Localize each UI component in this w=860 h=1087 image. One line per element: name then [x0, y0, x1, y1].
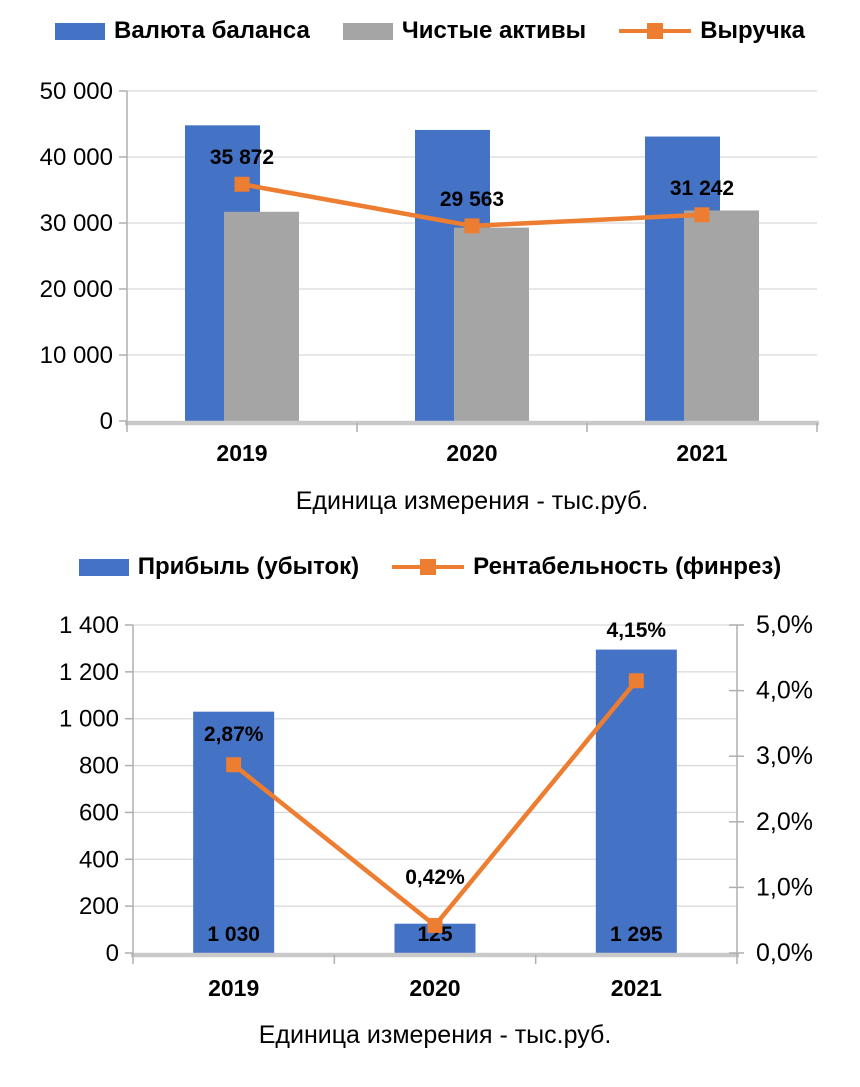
bar-1-2021 — [595, 649, 677, 953]
y-axis-tick-label: 30 000 — [40, 210, 113, 237]
line-marker-2019 — [226, 757, 242, 773]
y-axis-tick-label: 0 — [100, 408, 113, 435]
legend-label: Валюта баланса — [113, 17, 310, 44]
bar-2-2019 — [224, 211, 299, 421]
y2-axis-tick-label: 1,0% — [756, 873, 813, 901]
legend-label: Выручка — [700, 17, 805, 44]
line-data-label: 29 563 — [440, 188, 504, 211]
bar-data-label: 1 295 — [610, 923, 663, 946]
y-axis-tick-label: 400 — [79, 846, 119, 873]
chart1-caption: Единица измерения - тыс.руб. — [295, 487, 649, 515]
y2-axis-tick-label: 4,0% — [756, 677, 813, 705]
y-axis-tick-label: 1 200 — [59, 659, 119, 686]
legend-item-bar: Прибыль (убыток) — [78, 553, 360, 580]
line-data-label: 31 242 — [670, 177, 734, 200]
line-data-label: 0,42% — [405, 866, 465, 889]
legend-item-line: Выручка — [619, 19, 805, 43]
chart2-plot-area: 0 200 400 600 800 1 000 1 200 1 400 0,0% 1,0% 2,0%… — [59, 611, 813, 1001]
x-axis-category-label: 2019 — [216, 440, 267, 466]
legend-line-square-marker — [647, 23, 664, 39]
x-axis-category-label: 2021 — [611, 975, 662, 1001]
chart2-caption: Единица измерения - тыс.руб. — [258, 1021, 612, 1049]
y2-axis-tick-label: 5,0% — [756, 611, 813, 639]
line-marker-2019 — [234, 176, 250, 192]
legend-item-bar: Валюта баланса — [54, 17, 310, 44]
chart2-legend: Прибыль (убыток) Рентабельность (финрез) — [0, 555, 860, 579]
y2-axis-tick-label: 2,0% — [756, 808, 813, 836]
y-axis-tick-label: 200 — [79, 893, 119, 920]
x-axis-category-label: 2020 — [409, 975, 460, 1001]
bar-1-2019 — [193, 711, 275, 953]
legend-line-marker-icon — [619, 22, 692, 40]
bar-data-label: 125 — [417, 923, 452, 946]
y-axis-tick-label: 0 — [106, 940, 119, 967]
legend-bar-swatch — [54, 22, 105, 40]
y-axis-tick-label: 1 000 — [59, 706, 119, 733]
legend-bar-swatch — [342, 22, 393, 40]
line-marker-2021 — [694, 207, 710, 223]
legend-item-bar: Чистые активы — [342, 17, 587, 44]
bar-data-label: 1 030 — [207, 923, 260, 946]
legend-label: Чистые активы — [401, 17, 587, 44]
y-axis-tick-label: 20 000 — [40, 276, 113, 303]
x-axis-category-label: 2019 — [208, 975, 259, 1001]
line-data-label: 35 872 — [210, 146, 274, 169]
y-axis-tick-label: 600 — [79, 799, 119, 826]
line-marker-2020 — [427, 917, 443, 933]
bar-2-2020 — [454, 227, 529, 421]
y-axis-tick-label: 800 — [79, 753, 119, 780]
legend-bar-swatch — [78, 558, 129, 576]
line-marker-2021 — [628, 673, 644, 689]
line-data-label: 4,15% — [607, 619, 667, 642]
bar-2-2021 — [684, 210, 759, 421]
legend-label: Прибыль (убыток) — [137, 553, 360, 580]
x-axis-category-label: 2021 — [676, 440, 727, 466]
y2-axis-tick-label: 3,0% — [756, 742, 813, 770]
line-data-label: 2,87% — [204, 723, 264, 746]
chart1-plot-area: 0 10 000 20 000 30 000 40 000 50 000 2019 2020 2… — [40, 78, 819, 466]
legend-line-marker-icon — [392, 558, 465, 576]
legend-line-square-marker — [420, 559, 437, 575]
legend-item-line: Рентабельность (финрез) — [392, 555, 781, 579]
legend-label: Рентабельность (финрез) — [473, 553, 782, 580]
y-axis-tick-label: 10 000 — [40, 342, 113, 369]
y-axis-tick-label: 40 000 — [40, 144, 113, 171]
y2-axis-tick-label: 0,0% — [756, 939, 813, 967]
x-axis-category-label: 2020 — [446, 440, 497, 466]
line-marker-2020 — [464, 218, 480, 234]
y-axis-tick-label: 1 400 — [59, 612, 119, 639]
y-axis-tick-label: 50 000 — [40, 78, 113, 105]
chart1-legend: Валюта баланса Чистые активы Выручка — [0, 19, 860, 43]
